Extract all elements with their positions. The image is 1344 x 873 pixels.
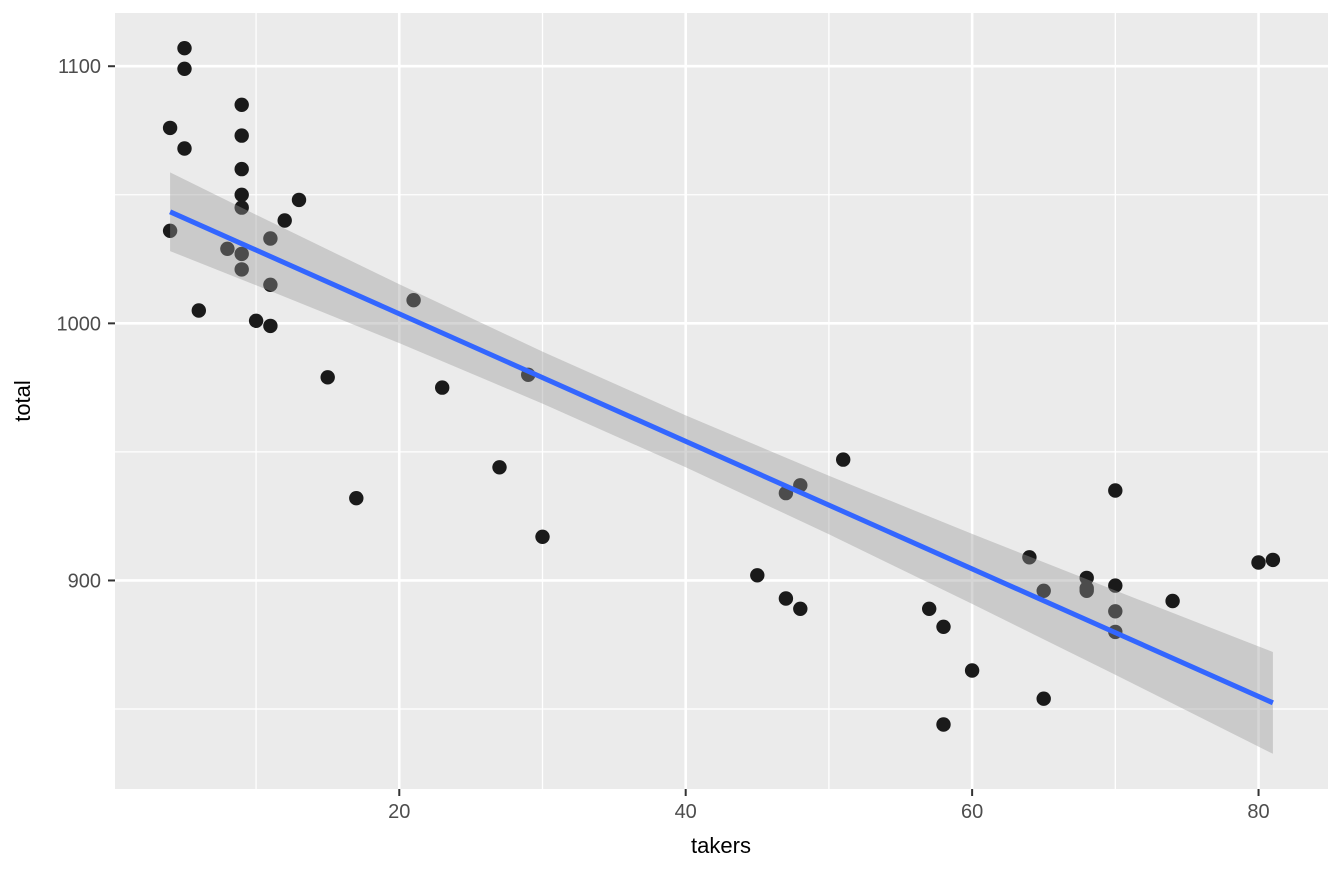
data-point (1165, 593, 1180, 609)
data-point (406, 293, 421, 308)
data-point (234, 187, 249, 202)
y-tick-label: 1100 (58, 56, 101, 78)
regression-line-layer (169, 209, 1274, 706)
x-tick-label: 20 (388, 801, 410, 823)
data-point (177, 41, 192, 56)
data-point (922, 601, 937, 616)
data-point (1036, 583, 1051, 598)
data-point (793, 601, 808, 616)
data-point (936, 619, 951, 634)
data-point (177, 141, 192, 156)
data-point (964, 663, 980, 678)
data-point (320, 370, 335, 385)
data-point (1079, 583, 1094, 598)
data-point (778, 591, 794, 606)
confidence-ribbon (170, 172, 1273, 754)
y-tick-label: 900 (68, 570, 101, 592)
plot-panel-layer (115, 13, 1328, 789)
data-point (277, 213, 292, 228)
y-tick-label: 1000 (57, 313, 102, 335)
data-point (234, 161, 249, 177)
data-point (1079, 570, 1094, 586)
plot-panel (115, 13, 1328, 789)
data-point (162, 223, 178, 238)
data-point (535, 529, 550, 544)
data-point (177, 61, 192, 76)
major-gridlines-layer (115, 13, 1328, 789)
data-point (1265, 552, 1281, 568)
data-point (1108, 604, 1123, 619)
data-point (220, 241, 235, 256)
data-point (1022, 550, 1037, 565)
x-tick-label: 40 (675, 801, 697, 823)
axes-layer: 20 40 60 80 900 1000 1100 (57, 56, 1270, 823)
data-point (349, 491, 364, 506)
data-point (263, 318, 278, 334)
data-point (750, 568, 765, 583)
data-point (263, 231, 278, 246)
x-axis-title: takers (691, 833, 751, 858)
x-tick-label: 60 (961, 801, 983, 823)
data-point (291, 192, 307, 208)
data-point (263, 277, 278, 292)
data-point (234, 262, 249, 277)
data-point (162, 120, 178, 136)
data-point (435, 380, 450, 395)
data-point (248, 313, 264, 328)
data-point (1036, 691, 1051, 706)
confidence-ribbon-layer (170, 172, 1273, 754)
data-point (234, 128, 249, 143)
data-point (1108, 578, 1123, 593)
data-point (234, 97, 249, 113)
data-point (234, 200, 249, 215)
data-point (936, 717, 951, 732)
x-tick-label: 80 (1247, 801, 1269, 823)
data-point (1251, 555, 1266, 570)
data-point (191, 303, 206, 318)
regression-line (169, 209, 1274, 706)
y-axis-title: total (10, 380, 35, 422)
data-point (492, 460, 507, 475)
minor-gridlines-layer (115, 13, 1328, 789)
data-point (836, 452, 851, 467)
data-point (1108, 483, 1123, 498)
data-point (234, 246, 249, 262)
